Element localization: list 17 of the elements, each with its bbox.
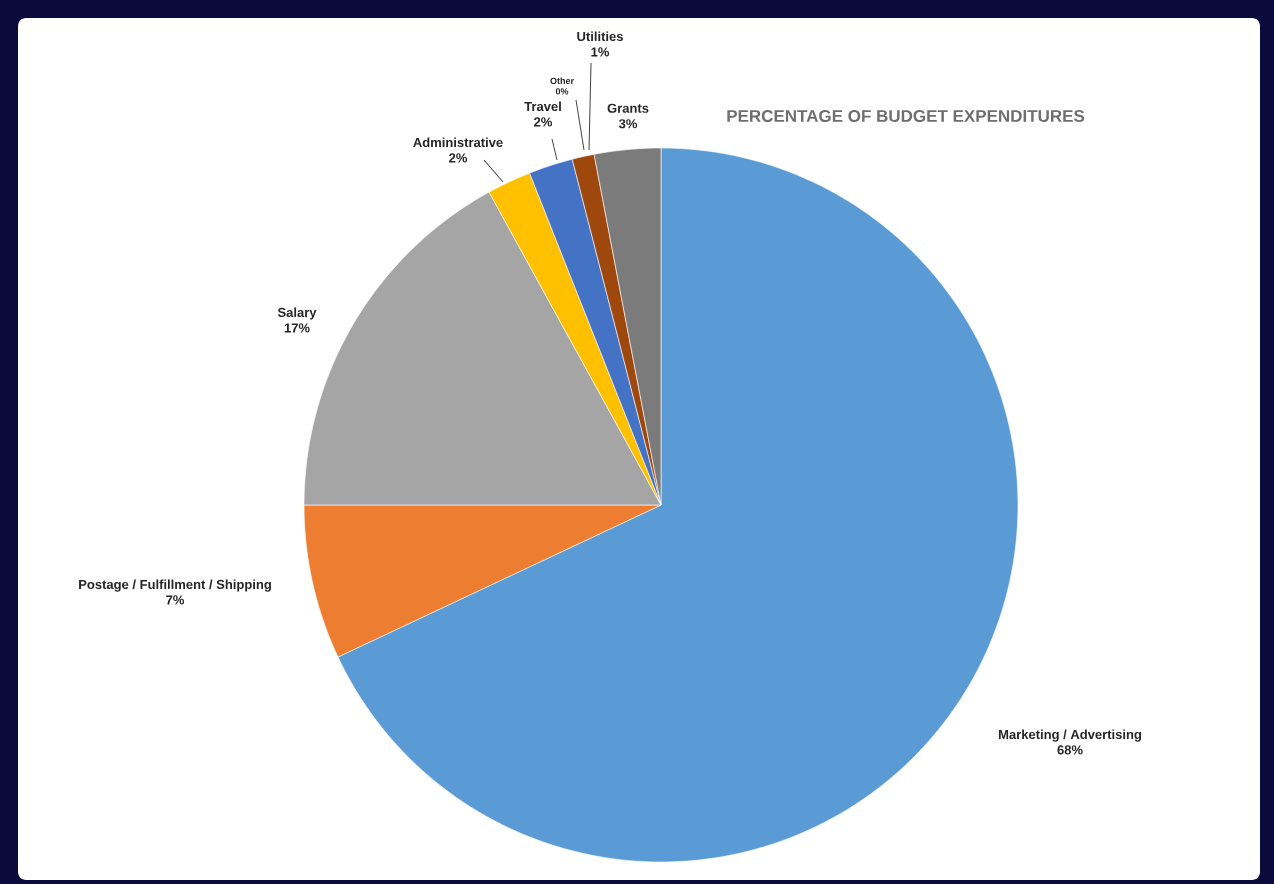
slice-label: Administrative [413, 137, 503, 148]
data-label: 2% [534, 117, 553, 127]
data-label: 68% [1057, 745, 1083, 755]
text: PERCENTAGE OF BUDGET EXPENDITURES [727, 109, 1085, 123]
slice-label: Travel [524, 101, 561, 112]
slice-label: Postage / Fulfillment / Shipping [79, 579, 271, 592]
category-label: Other [550, 77, 574, 85]
data-label: 17% [284, 323, 310, 333]
slice-label: Utilities [577, 31, 623, 42]
data-label: 1% [591, 47, 610, 57]
slice-label: Marketing / Advertising [999, 729, 1142, 742]
data-label: 7% [166, 595, 185, 605]
data-label: 3% [618, 119, 638, 129]
text: 0% [555, 88, 569, 95]
data-label: 2% [449, 153, 468, 163]
slice-label: Salary [277, 307, 317, 320]
slice-label: Grants [607, 103, 649, 113]
